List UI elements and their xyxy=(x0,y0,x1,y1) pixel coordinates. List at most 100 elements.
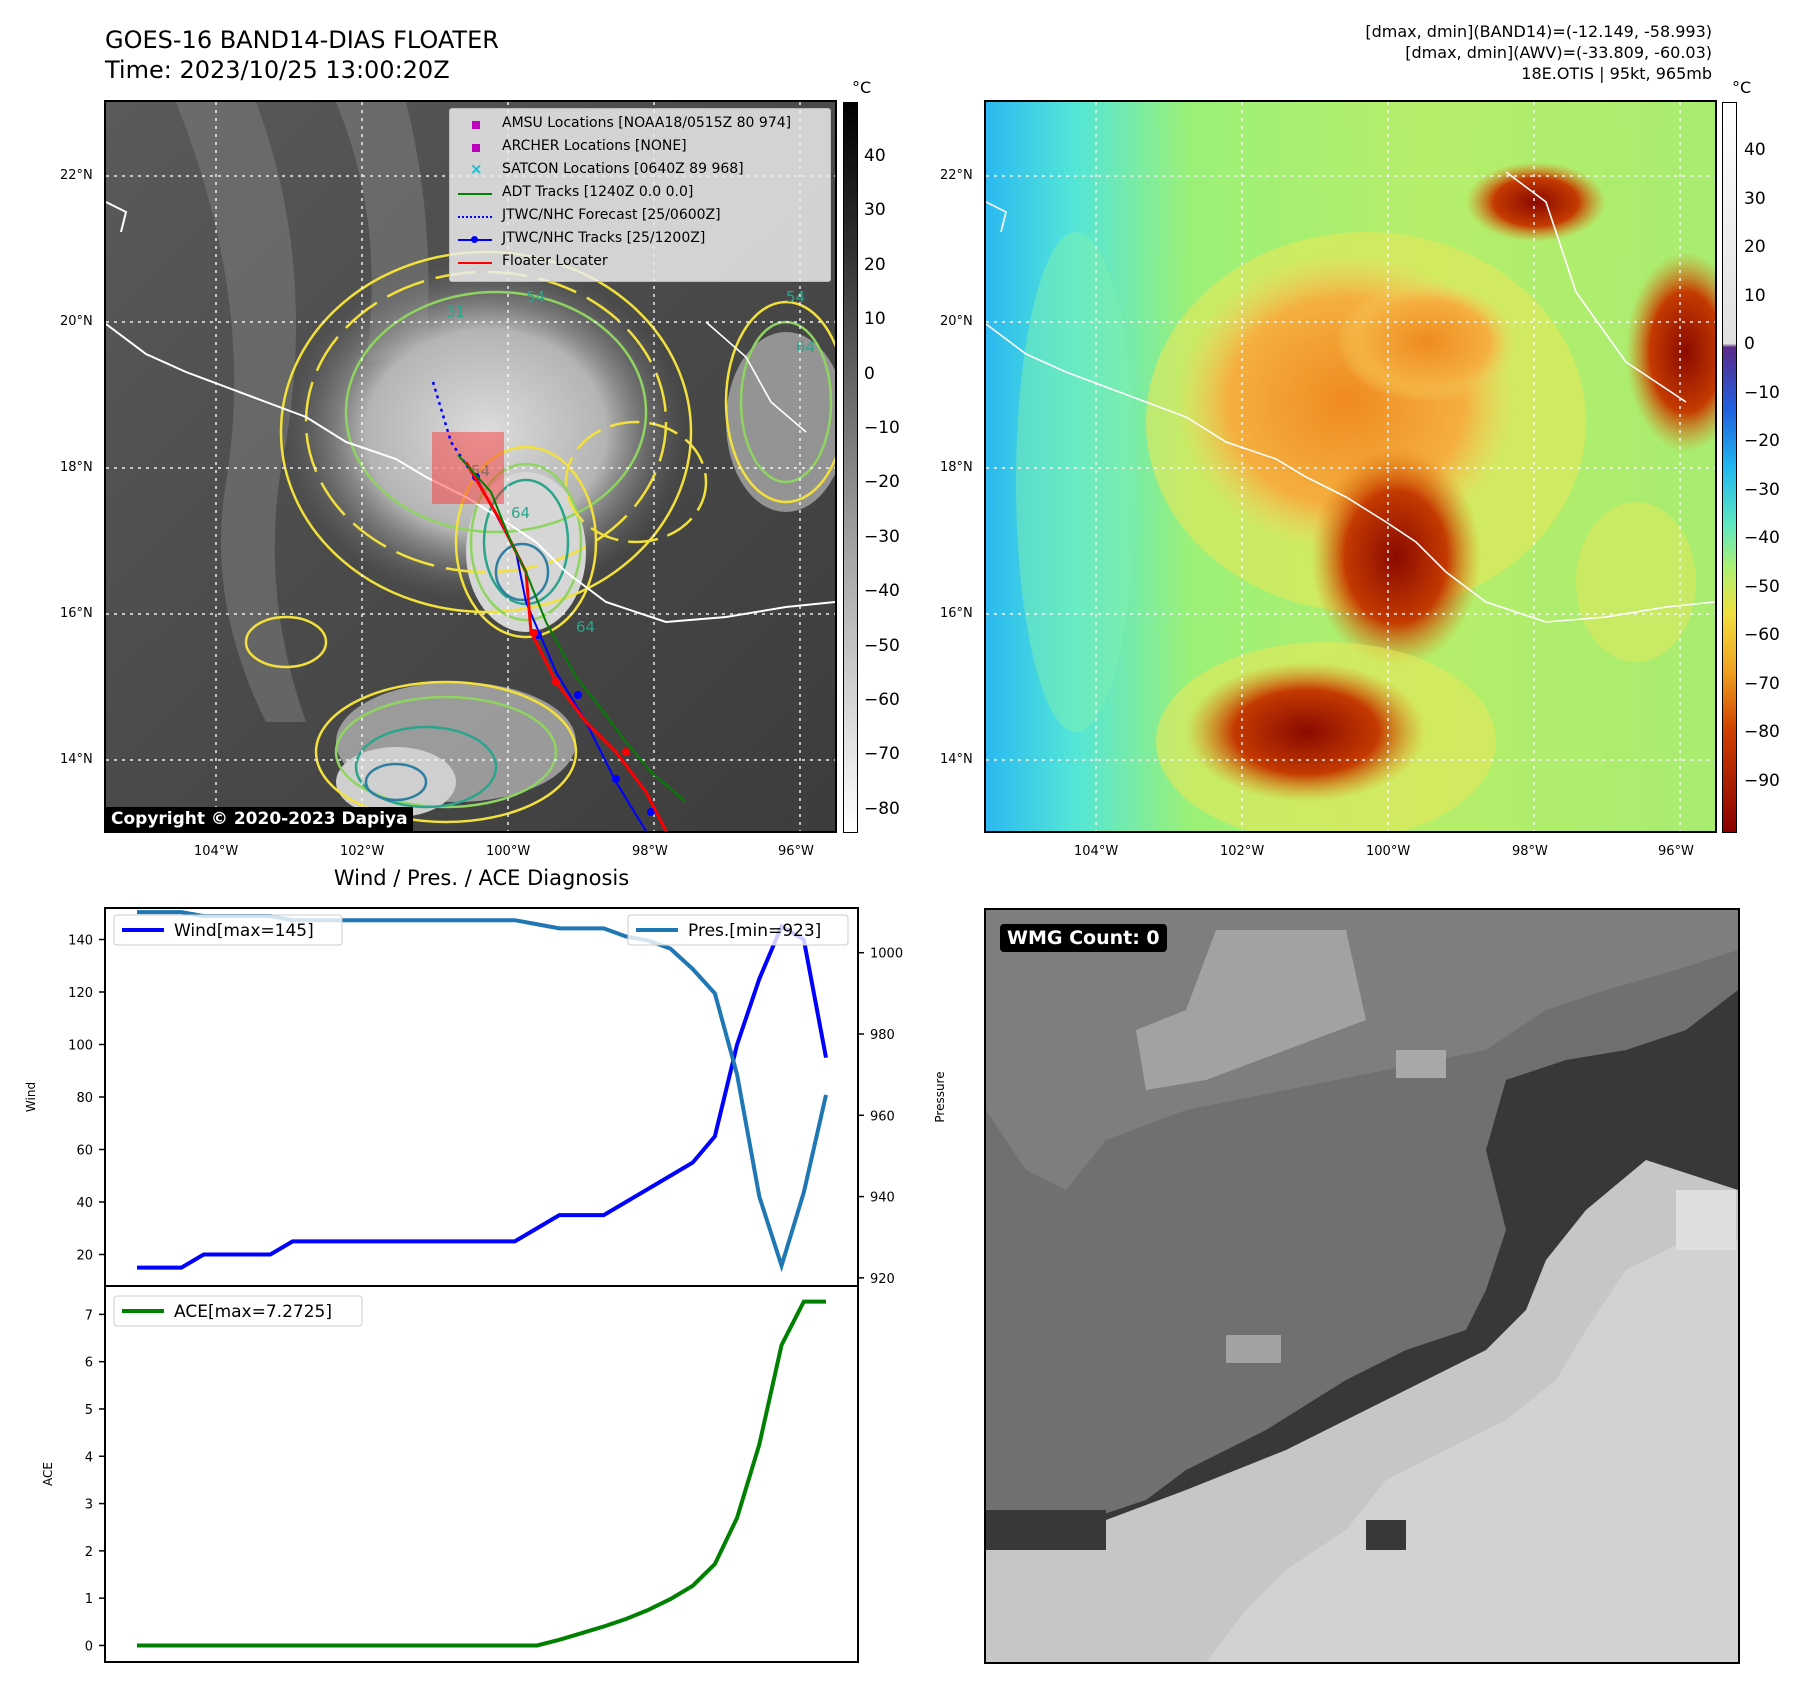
lat-label: 16°N xyxy=(60,606,93,621)
pressure-ytick-label: 1000 xyxy=(870,947,903,962)
lat-label: 16°N xyxy=(940,606,973,621)
ace-ytick-label: 7 xyxy=(85,1308,93,1323)
colorbar-tick: −50 xyxy=(1744,576,1780,597)
colorbar-tick: −40 xyxy=(1744,528,1780,548)
colorbar-color-unit: °C xyxy=(1732,78,1752,97)
pressure-ytick-label: 920 xyxy=(870,1272,895,1287)
colorbar-tick: 10 xyxy=(1744,285,1766,306)
legend-label: Floater Locater xyxy=(502,253,608,269)
wind-ytick-label: 20 xyxy=(76,1249,93,1264)
pressure-ytick-label: 980 xyxy=(870,1028,895,1043)
wmg-canvas xyxy=(986,910,1738,1662)
ace-ytick-label: 0 xyxy=(85,1639,93,1654)
legend-swatch: × xyxy=(470,160,483,178)
colorbar-tick: −60 xyxy=(864,690,900,710)
ace-ytick-label: 3 xyxy=(85,1498,93,1513)
lat-label: 14°N xyxy=(940,752,973,767)
colorbar-tick: −90 xyxy=(1744,770,1780,791)
ace-series-line xyxy=(137,1299,826,1648)
lon-label: 102°W xyxy=(1220,844,1265,859)
info-awv: [dmax, dmin](AWV)=(-33.809, -60.03) xyxy=(1405,43,1712,62)
diagnosis-chart: 20 40 60 80 100 120 140 920 940 960 980 1000 0 1 2 3 4 5 6… xyxy=(24,907,947,1663)
colorbar-tick: −30 xyxy=(864,526,900,547)
lat-label: 22°N xyxy=(60,168,93,183)
legend-label: AMSU Locations [NOAA18/0515Z 80 974] xyxy=(502,115,792,131)
colorbar-tick: −30 xyxy=(1744,479,1780,500)
pressure-ytick-label: 940 xyxy=(870,1191,895,1206)
lon-label: 100°W xyxy=(1366,844,1411,859)
wind-series-line xyxy=(137,923,828,1270)
wind-axis-label: Wind xyxy=(24,1082,38,1112)
colorbar-tick: −50 xyxy=(864,635,900,656)
wmg-panel: WMG Count: 0 xyxy=(984,908,1740,1664)
colorbar-gray-unit: °C xyxy=(852,78,872,97)
ace-ytick-label: 1 xyxy=(85,1592,93,1607)
colorbar-tick: 20 xyxy=(864,254,886,275)
wmg-count-badge: WMG Count: 0 xyxy=(1000,924,1167,952)
legend-label: SATCON Locations [0640Z 89 968] xyxy=(502,161,744,177)
ir-grayscale-map: 31 54 64 54 64 54 64 xyxy=(104,100,837,833)
colorbar-tick: 30 xyxy=(864,200,886,221)
lat-label: 20°N xyxy=(940,314,973,329)
ir-color-map xyxy=(984,100,1717,833)
contour-label: 64 xyxy=(511,504,530,522)
ace-ytick-label: 2 xyxy=(85,1545,93,1560)
colorbar-tick: −10 xyxy=(1744,382,1780,403)
colorbar-tick: 0 xyxy=(864,363,875,384)
pressure-ytick-label: 960 xyxy=(870,1109,895,1124)
wind-ytick-label: 120 xyxy=(68,986,93,1001)
ir-color-canvas xyxy=(986,102,1715,831)
lon-label: 98°W xyxy=(1512,844,1548,859)
lon-label: 98°W xyxy=(632,844,668,859)
pressure-legend-box xyxy=(627,914,849,946)
colorbar-tick: 40 xyxy=(864,146,886,166)
contour-label: 64 xyxy=(796,338,815,356)
info-band14: [dmax, dmin](BAND14)=(-12.149, -58.993) xyxy=(1365,22,1712,41)
info-storm: 18E.OTIS | 95kt, 965mb xyxy=(1521,64,1712,83)
legend-swatch xyxy=(458,186,492,202)
ace-ytick-label: 5 xyxy=(85,1403,93,1418)
ace-legend-label: ACE[max=7.2725] xyxy=(174,1302,332,1322)
legend-label: ARCHER Locations [NONE] xyxy=(502,138,687,154)
wind-ytick-label: 80 xyxy=(76,1091,93,1106)
legend-label: ADT Tracks [1240Z 0.0 0.0] xyxy=(502,184,694,200)
lat-label: 22°N xyxy=(940,168,973,183)
colorbar-tick: −20 xyxy=(1744,431,1780,451)
lon-label: 102°W xyxy=(340,844,385,859)
lon-label: 104°W xyxy=(1074,844,1119,859)
lon-label: 96°W xyxy=(1658,844,1694,859)
colorbar-color xyxy=(1722,102,1737,833)
colorbar-tick: −10 xyxy=(864,418,900,438)
lat-label: 20°N xyxy=(60,314,93,329)
wind-legend-box xyxy=(113,914,343,946)
legend-swatch xyxy=(458,117,492,133)
pressure-series-line xyxy=(137,910,828,1273)
colorbar-tick: −80 xyxy=(1744,722,1780,742)
copyright-badge: Copyright © 2020-2023 Dapiya xyxy=(106,807,413,831)
contour-label: 54 xyxy=(526,288,545,306)
colorbar-tick: −70 xyxy=(864,744,900,765)
colorbar-tick: −70 xyxy=(1744,673,1780,694)
colorbar-tick: −60 xyxy=(1744,625,1780,645)
ace-frame xyxy=(104,1285,859,1663)
lat-label: 18°N xyxy=(60,460,93,475)
lon-label: 96°W xyxy=(778,844,814,859)
ace-axis-label: ACE xyxy=(41,1462,55,1486)
colorbar-tick: 40 xyxy=(1744,140,1766,160)
lon-label: 100°W xyxy=(486,844,531,859)
colorbar-tick: 30 xyxy=(1744,188,1766,209)
colorbar-gray xyxy=(843,102,858,833)
contour-labels: 31 54 64 54 64 54 64 xyxy=(446,288,815,636)
legend-swatch xyxy=(458,255,492,271)
colorbar-tick: 20 xyxy=(1744,237,1766,257)
legend-label: JTWC/NHC Forecast [25/0600Z] xyxy=(502,207,721,223)
wind-pressure-frame xyxy=(104,907,859,1287)
colorbar-tick: −40 xyxy=(864,581,900,602)
contour-label: 64 xyxy=(576,618,595,636)
legend-swatch xyxy=(458,232,492,248)
colorbar-tick: 0 xyxy=(1744,334,1755,354)
figure-time: Time: 2023/10/25 13:00:20Z xyxy=(105,56,450,84)
legend-label: JTWC/NHC Tracks [25/1200Z] xyxy=(502,230,706,246)
colorbar-tick: 10 xyxy=(864,309,886,330)
wind-ytick-label: 140 xyxy=(68,934,93,949)
